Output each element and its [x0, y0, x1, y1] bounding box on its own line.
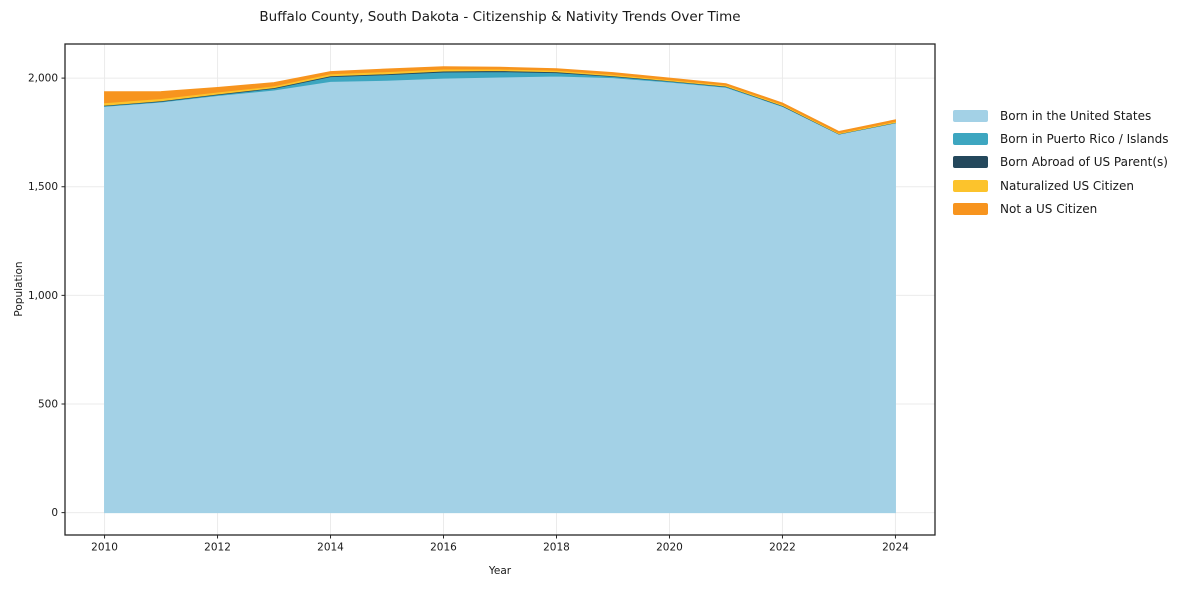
area-series-4: [104, 66, 896, 134]
x-axis-label: Year: [488, 565, 512, 577]
legend-label: Born in the United States: [1000, 108, 1152, 123]
legend-swatch-icon: [953, 109, 988, 122]
y-tick-label: 1,500: [28, 181, 58, 193]
legend-swatch-icon: [953, 133, 988, 146]
legend-item-2: Born Abroad of US Parent(s): [953, 151, 1169, 174]
legend-item-1: Born in Puerto Rico / Islands: [953, 127, 1169, 150]
legend-swatch-icon: [953, 179, 988, 192]
x-tick-label: 2014: [317, 542, 344, 554]
legend-swatch-icon: [953, 156, 988, 169]
x-tick-label: 2018: [543, 542, 570, 554]
y-axis-label: Population: [13, 261, 25, 317]
x-tick-label: 2010: [91, 542, 118, 554]
area-series-group: [104, 66, 896, 514]
chart-title: Buffalo County, South Dakota - Citizensh…: [259, 9, 741, 25]
x-tick-label: 2016: [430, 542, 457, 554]
legend-label: Born Abroad of US Parent(s): [1000, 155, 1168, 170]
legend-item-4: Not a US Citizen: [953, 198, 1169, 221]
legend-item-3: Naturalized US Citizen: [953, 174, 1169, 197]
plot-border: [64, 43, 936, 536]
x-tick-label: 2022: [769, 542, 796, 554]
y-tick-label: 0: [51, 507, 58, 519]
y-tick-label: 500: [38, 398, 58, 410]
area-series-0: [104, 75, 896, 514]
legend-label: Not a US Citizen: [1000, 202, 1098, 217]
legend-label: Naturalized US Citizen: [1000, 178, 1134, 193]
x-tick-label: 2020: [656, 542, 683, 554]
x-tick-label: 2024: [882, 542, 909, 554]
legend-label: Born in Puerto Rico / Islands: [1000, 132, 1169, 147]
y-tick-label: 2,000: [28, 73, 58, 85]
x-tick-label: 2012: [204, 542, 231, 554]
y-tick-label: 1,000: [28, 290, 58, 302]
legend: Born in the United States Born in Puerto …: [953, 104, 1169, 221]
legend-swatch-icon: [953, 203, 988, 216]
legend-item-0: Born in the United States: [953, 104, 1169, 127]
axis-ticks: 2010 2012 2014 2016 2018 2020 2022 2024 0 500 1,00…: [28, 73, 909, 554]
